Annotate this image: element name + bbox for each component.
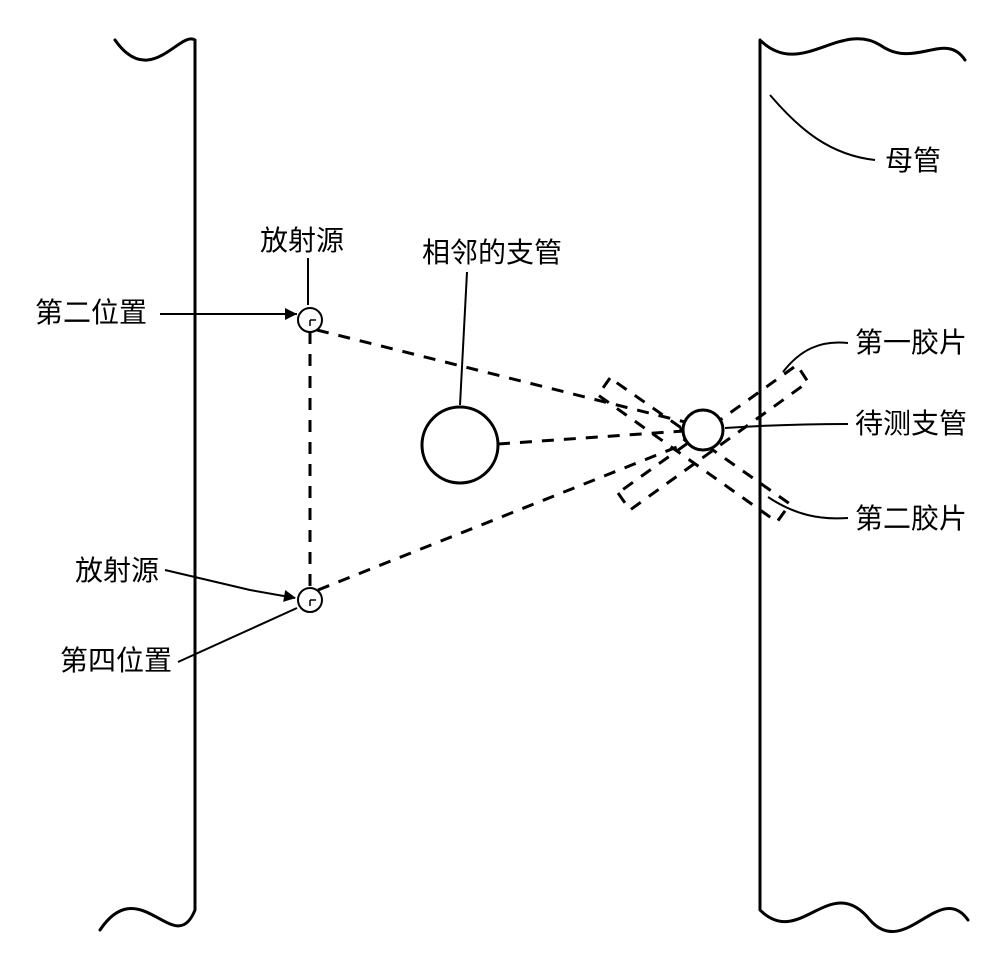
torn-edge <box>115 39 195 60</box>
leader-arrowhead <box>283 590 297 604</box>
leader-arrowhead <box>285 308 297 320</box>
label-mainpipe: 母管 <box>885 145 941 177</box>
label-film1: 第一胶片 <box>855 327 967 359</box>
adjacent-pipe-circle <box>422 407 498 483</box>
leader-target <box>725 424 848 428</box>
leader-adjacent <box>460 272 467 405</box>
label-adjacent: 相邻的支管 <box>422 237 562 269</box>
label-source_bottom: 放射源 <box>75 555 159 587</box>
diagram-canvas: 母管放射源相邻的支管第二位置第一胶片待测支管第二胶片放射源第四位置 <box>0 0 1000 964</box>
label-film2: 第二胶片 <box>855 503 967 535</box>
beam-line <box>317 330 693 424</box>
label-source_top: 放射源 <box>260 225 344 257</box>
label-position2: 第二位置 <box>35 297 147 329</box>
target-pipe-circle <box>683 410 723 450</box>
leader-source-bottom <box>165 570 295 598</box>
label-target: 待测支管 <box>855 408 967 440</box>
torn-edge <box>760 39 965 60</box>
beam-line <box>318 441 692 590</box>
leader-mainpipe <box>770 95 875 160</box>
leader-film2 <box>768 497 848 518</box>
torn-edge <box>100 908 195 930</box>
torn-edge <box>760 903 968 932</box>
label-position4: 第四位置 <box>60 645 172 677</box>
